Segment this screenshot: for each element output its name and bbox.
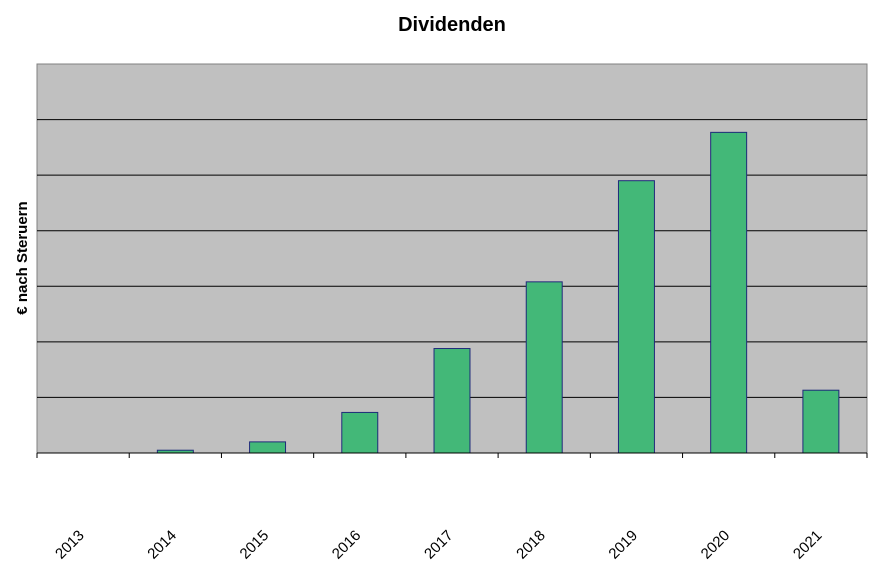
x-tick-label-2020: 2020: [698, 527, 734, 563]
x-tick-label-2018: 2018: [513, 527, 549, 563]
x-ticks: [36, 453, 868, 458]
x-tick-label-2014: 2014: [144, 527, 180, 563]
bars: [156, 131, 840, 454]
x-tick-label-2017: 2017: [421, 527, 457, 563]
bar-2015: [249, 441, 287, 454]
x-tick-label-2013: 2013: [52, 527, 88, 563]
bar-2019: [617, 180, 655, 454]
bar-2018: [525, 281, 563, 454]
bar-2021: [802, 389, 840, 454]
bar-2016: [341, 411, 379, 454]
chart-title: Dividenden: [398, 14, 506, 36]
y-axis-label: € nach Steruern: [14, 201, 31, 314]
x-tick-label-2015: 2015: [237, 527, 273, 563]
bar-2020: [710, 131, 748, 454]
x-tick-labels: 2013 2014 2015 2016 2017 2018 2019 2020 2021: [52, 527, 825, 563]
x-tick-label-2016: 2016: [329, 527, 365, 563]
bar-2017: [433, 348, 471, 454]
x-tick-label-2021: 2021: [790, 527, 826, 563]
x-tick-label-2019: 2019: [605, 527, 641, 563]
